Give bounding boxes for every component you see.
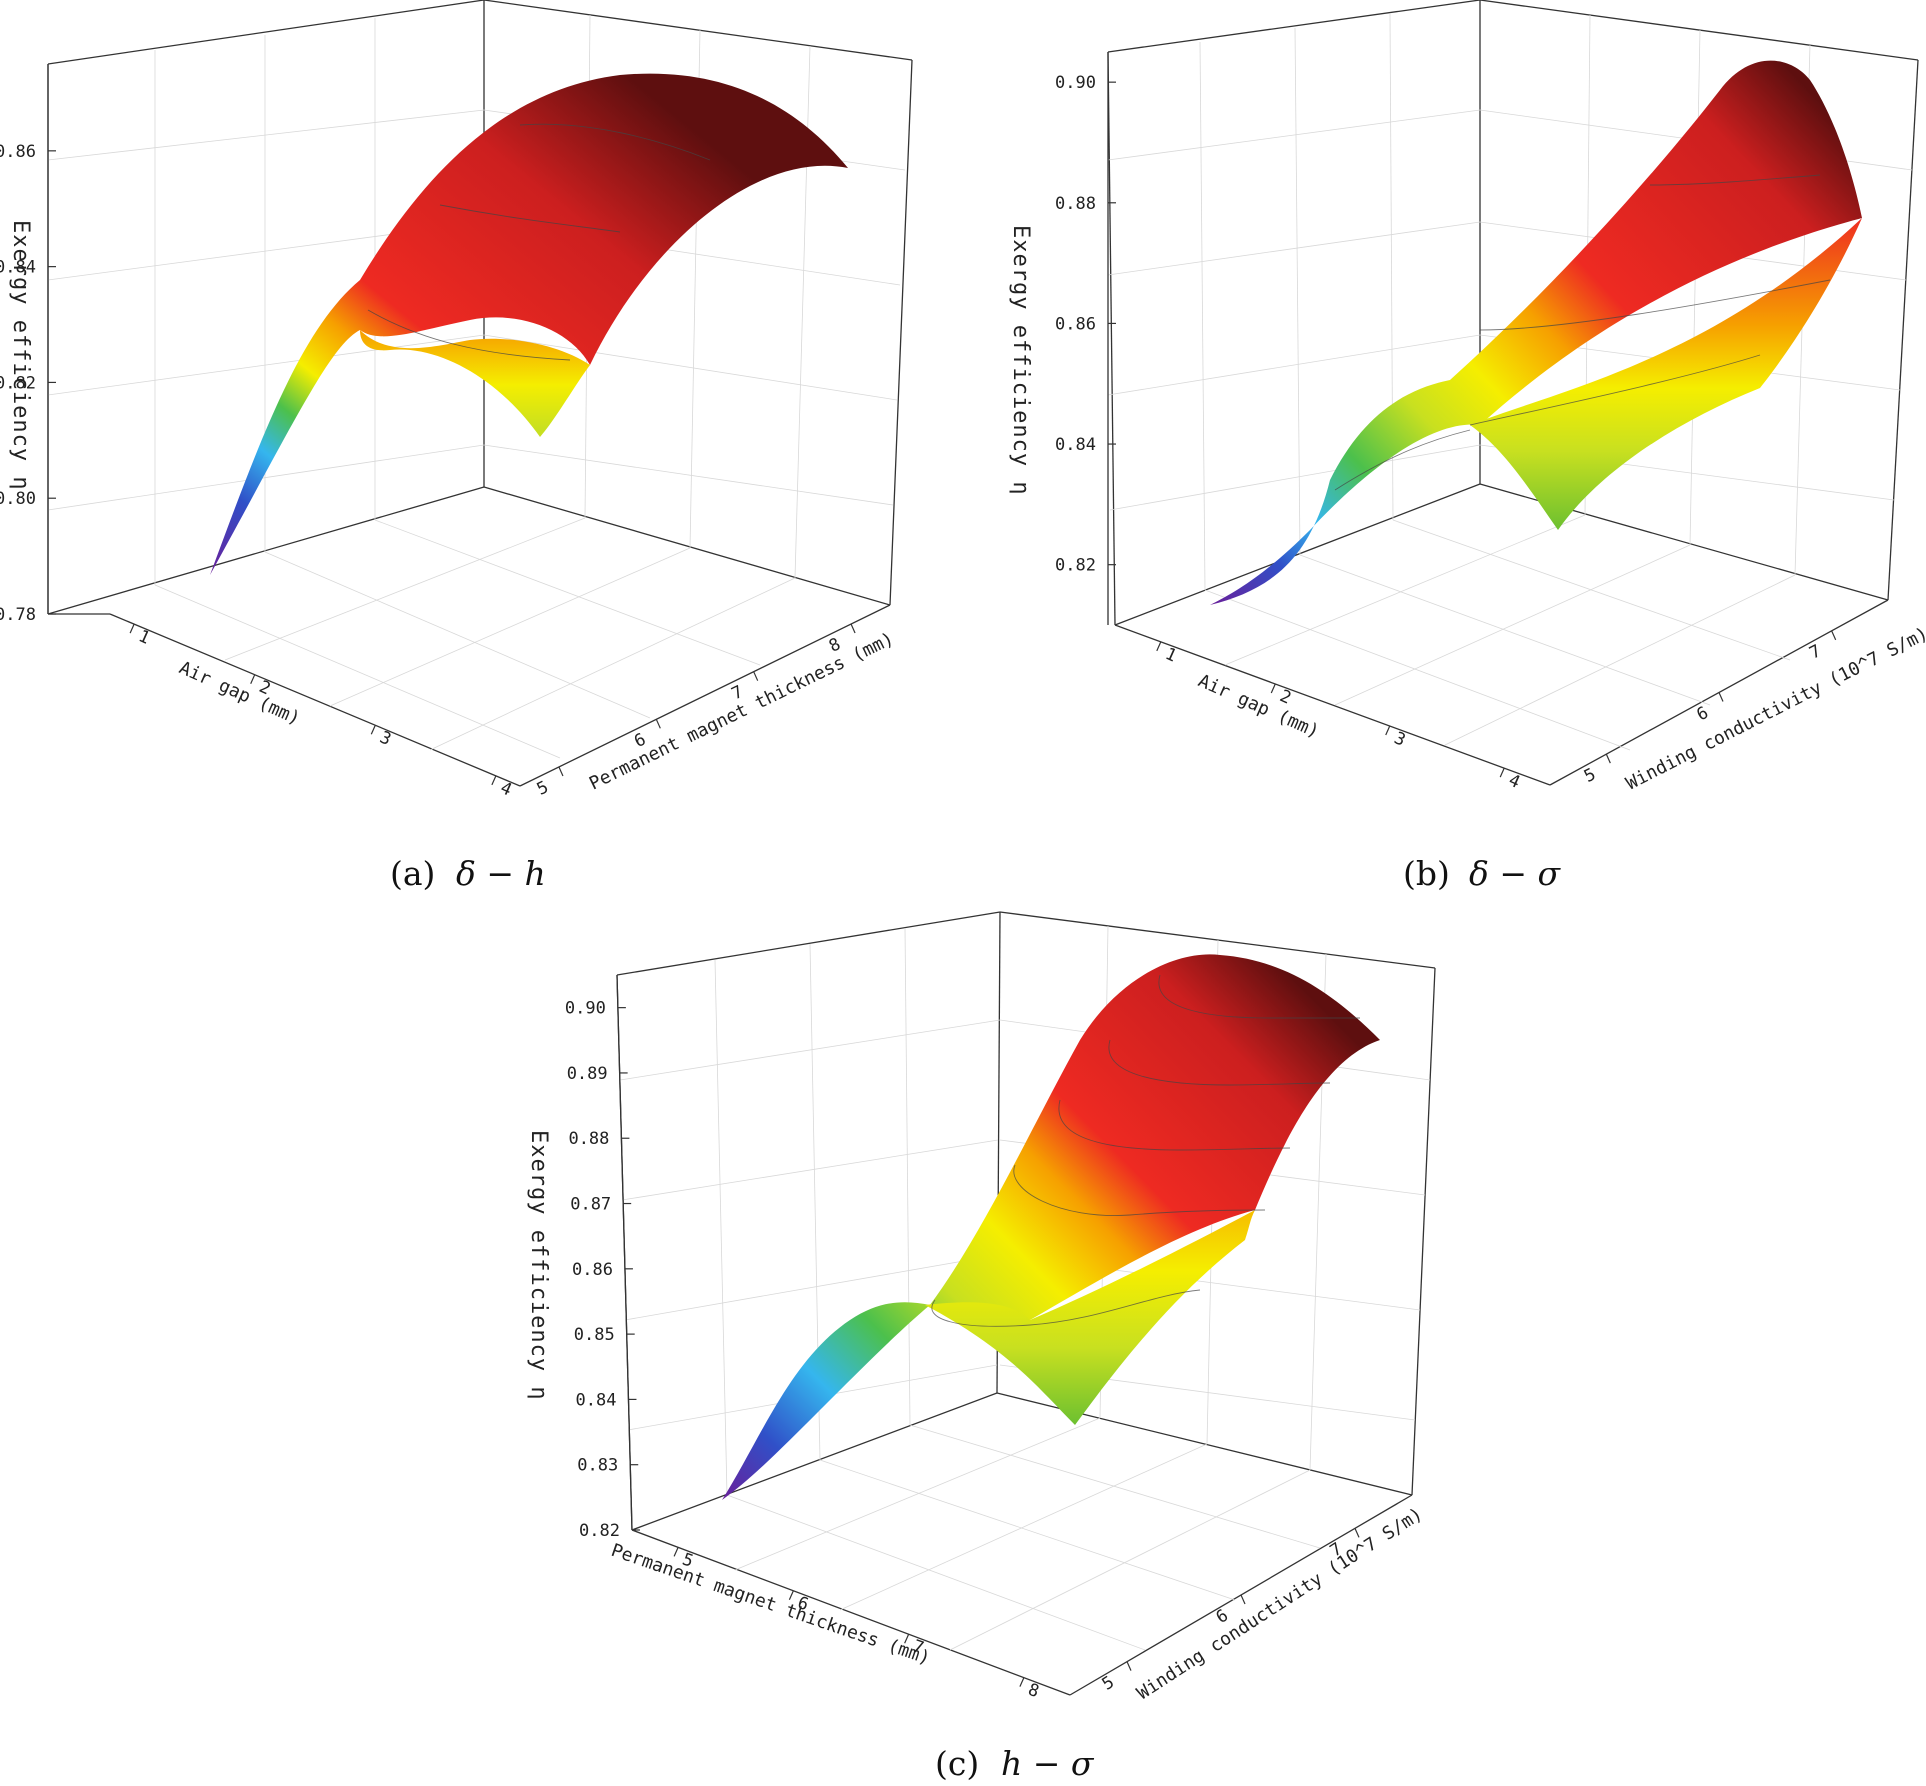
panel-c: 0.82 0.83 0.84 0.85 0.86 0.87 0.88 0.89 0.90 Exe… [526,911,1436,1783]
panel-b-y-tick-mark [1605,753,1611,764]
panel-a-z-tick-label: 0.78 [0,605,36,625]
panel-c-caption: (c) h − σ [935,1744,1095,1783]
panel-a-y-tick-mark [558,766,564,777]
panel-a-y-tick-mark [655,719,661,729]
panel-b-x-tick-mark [1385,725,1391,736]
panel-b-x-tick-mark [1499,767,1505,778]
panel-b-z-tick-label: 0.86 [1055,314,1096,334]
svg-text:h − σ: h − σ [1001,1744,1095,1783]
panel-c-y-tick-label: 5 [1099,1672,1118,1694]
panel-c-y-tick-mark [1240,1594,1246,1605]
panel-b-y-tick-mark [1718,692,1724,702]
panel-a-x-tick-label: 3 [377,728,394,750]
panel-b-ylabel: Exergy efficiency η [1008,225,1033,496]
panel-c-z-tick-label: 0.90 [565,999,606,1019]
panel-a-x-tick-mark [491,775,497,786]
panel-a-z-tick-label: 0.86 [0,142,36,162]
panel-c-contours [931,974,1360,1327]
panel-a-x-tick-mark [370,725,376,735]
panel-b-x-tick-label: 1 [1162,644,1179,666]
panel-c-z-tick-label: 0.87 [570,1195,611,1215]
panel-b-z-tick-label: 0.88 [1055,194,1096,214]
svg-text:δ − σ: δ − σ [1469,854,1561,893]
panel-a-z-axis: 0.78 0.80 0.82 0.84 0.86 [0,64,56,625]
panel-a-z-tick-label: 0.84 [0,258,36,278]
panel-c-xlabel: Permanent magnet thickness (mm) [608,1540,932,1669]
panel-b-x-tick-label: 3 [1391,728,1408,750]
panel-b-y-tick-mark [1831,630,1837,641]
panel-a-y-tick-label: 5 [534,777,552,799]
panel-b-y-tick-label: 5 [1581,764,1599,786]
panel-b-z-tick-label: 0.90 [1055,73,1096,93]
panel-b-surface-side [1470,218,1862,530]
panel-c-ylabel: Exergy efficiency η [526,1130,551,1401]
panel-b-z-axis: 0.82 0.84 0.86 0.88 0.90 [1055,52,1116,625]
panel-b-surface-top [1210,60,1862,606]
panel-a-ylabel: Exergy efficiency η [8,220,33,491]
panel-a-x-tick-label: 1 [135,626,152,648]
panel-c-y-ticks: 567 [1099,1528,1360,1695]
panel-b-x-tick-mark [1156,641,1162,652]
panel-c-z-tick-label: 0.83 [577,1456,618,1476]
panel-a-x-tick-label: 4 [497,778,514,800]
panel-b-contours [1334,174,1831,491]
panel-c-z-tick-label: 0.85 [574,1325,615,1345]
svg-text:(b): (b) [1403,854,1450,893]
panel-a-x-tick-mark [129,623,135,634]
panel-b: 0.82 0.84 0.86 0.88 0.90 Exergy efficiency η… [1008,0,1926,893]
panel-c-x-tick-mark [673,1547,679,1557]
panel-a-y-tick-mark [850,623,856,634]
panel-c-x-tick-mark [1019,1677,1025,1687]
panel-c-surface-side [925,1210,1255,1425]
panel-a: 0.78 0.80 0.82 0.84 0.86 Exergy efficiency η… [0,0,913,893]
panel-c-z-tick-label: 0.88 [568,1129,609,1149]
panel-a-z-tick-label: 0.80 [0,489,36,509]
panel-c-y-tick-mark [1126,1661,1132,1671]
panel-a-surface-top [210,73,848,576]
panel-c-y-tick-mark [1354,1528,1360,1538]
panel-c-z-tick-label: 0.86 [572,1260,613,1280]
panel-b-y-axis-label: Winding conductivity (10^7 S/m) [1623,623,1926,794]
panel-c-x-tick-label: 8 [1025,1680,1041,1702]
panel-b-xlabel: Air gap (mm) [1195,670,1322,742]
panel-a-y-tick-mark [753,671,759,681]
svg-text:(a): (a) [390,854,435,893]
panel-a-caption: (a) δ − h [390,854,546,893]
panel-b-z-tick-label: 0.84 [1055,435,1096,455]
panel-a-x-tick-mark [250,674,256,684]
panel-a-z-tick-label: 0.82 [0,373,36,393]
panel-b-x-tick-mark [1270,683,1276,694]
panel-c-z-tick-label: 0.89 [567,1064,608,1084]
panel-c-x-tick-mark [904,1633,910,1644]
panel-b-z-tick-label: 0.82 [1055,556,1096,576]
svg-text:δ − h: δ − h [456,854,546,893]
svg-text:(c): (c) [935,1744,979,1783]
panel-c-z-tick-label: 0.82 [579,1521,620,1541]
panel-b-y-tick-label: 7 [1806,641,1824,663]
panel-a-contours [367,123,711,361]
panel-c-y-axis-label: Winding conductivity (10^7 S/m) [1133,1504,1426,1705]
panel-b-caption: (b) δ − σ [1403,854,1561,893]
panel-b-x-tick-label: 4 [1505,770,1522,792]
panel-a-y-axis-label: Permanent magnet thickness (mm) [586,628,897,794]
panel-b-y-tick-label: 6 [1694,703,1712,725]
panel-c-z-tick-label: 0.84 [576,1390,617,1410]
panel-c-surface-top [722,954,1380,1500]
panel-c-x-tick-mark [788,1590,794,1601]
panel-c-z-axis: 0.82 0.83 0.84 0.85 0.86 0.87 0.88 0.89 0.90 [565,974,640,1541]
